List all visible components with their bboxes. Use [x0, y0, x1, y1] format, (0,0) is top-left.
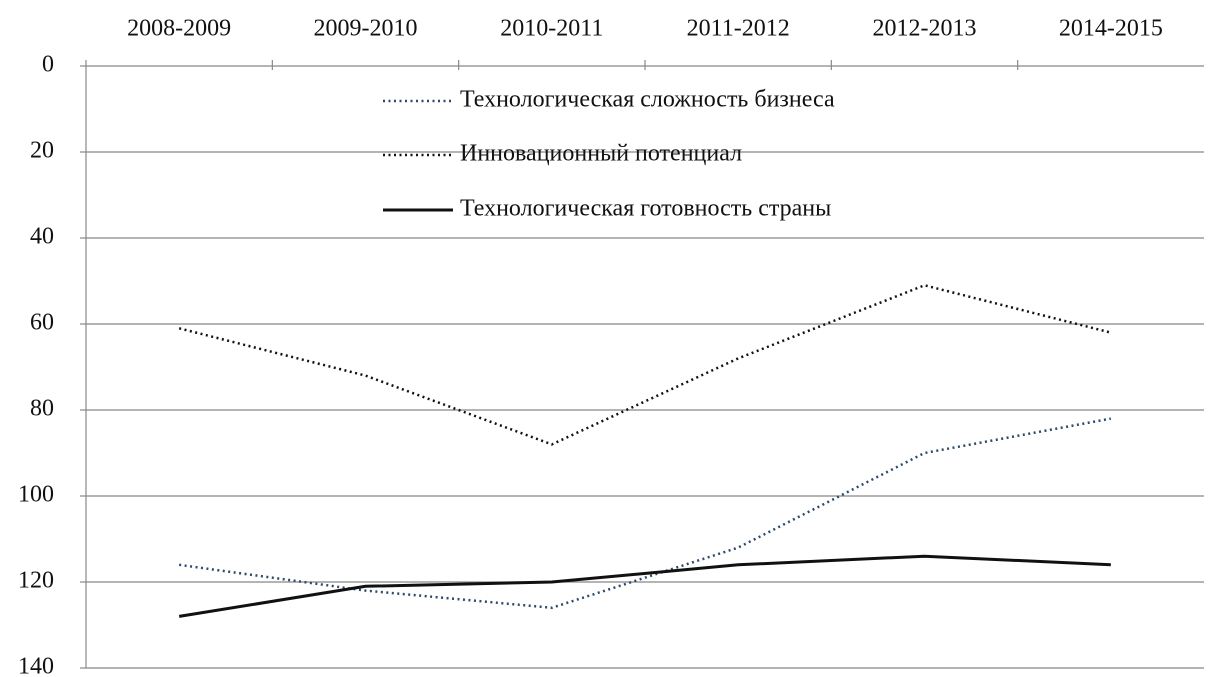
x-tick-label: 2010-2011: [500, 16, 603, 42]
legend-label: Технологическая готовность страны: [460, 196, 831, 222]
y-tick-label: 20: [30, 138, 54, 164]
y-tick-label: 40: [30, 224, 54, 250]
legend-label: Технологическая сложность бизнеса: [460, 87, 835, 113]
y-tick-label: 120: [18, 568, 54, 594]
x-tick-label: 2009-2010: [314, 16, 418, 42]
y-tick-label: 140: [18, 654, 54, 677]
x-tick-label: 2012-2013: [873, 16, 977, 42]
y-tick-label: 0: [42, 52, 54, 78]
x-tick-label: 2008-2009: [127, 16, 231, 42]
y-tick-label: 60: [30, 310, 54, 336]
data-line: [178, 417, 1112, 610]
legend-label: Инновационный потенциал: [460, 141, 742, 167]
data-line: [178, 283, 1112, 446]
y-tick-label: 100: [18, 482, 54, 508]
data-line: [178, 554, 1111, 618]
x-tick-label: 2014-2015: [1059, 16, 1163, 42]
x-tick-label: 2011-2012: [687, 16, 790, 42]
y-tick-label: 80: [30, 396, 54, 422]
